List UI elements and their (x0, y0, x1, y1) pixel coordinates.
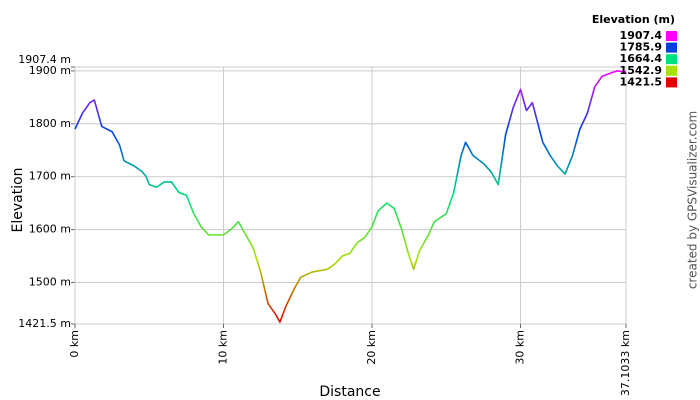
legend-label: 1421.5 (620, 75, 662, 88)
legend-swatch (666, 77, 677, 88)
legend-title: Elevation (m) (592, 13, 675, 26)
legend-swatch (666, 65, 677, 76)
y-tick-label: 1421.5 m (18, 317, 71, 330)
elevation-line (74, 70, 627, 323)
y-tick-label: 1900 m (29, 64, 71, 77)
y-tick-label: 1800 m (29, 117, 71, 130)
x-tick-label: 37.1033 km (619, 330, 632, 396)
legend-label: 1664.4 (620, 52, 663, 65)
legend-label: 1542.9 (620, 64, 662, 77)
y-tick-label: 1500 m (29, 275, 71, 288)
x-axis-title: Distance (319, 384, 380, 400)
plot-area (74, 66, 627, 325)
y-tick-label: 1907.4 m (18, 53, 71, 66)
x-tick-label: 30 km (514, 330, 527, 365)
legend-label: 1907.4 (620, 29, 663, 42)
y-tick-label: 1700 m (29, 170, 71, 183)
legend-swatch (666, 31, 677, 41)
legend-swatch (666, 54, 677, 65)
y-axis-title: Elevation (10, 167, 26, 232)
x-tick-label: 10 km (217, 330, 230, 365)
x-tick-label: 0 km (68, 330, 81, 358)
y-tick-label: 1600 m (29, 223, 71, 236)
credit: created by GPSVisualizer.com (686, 111, 700, 289)
x-tick-label: 20 km (365, 330, 378, 365)
legend-swatch (666, 42, 677, 53)
legend-label: 1785.9 (620, 41, 662, 54)
